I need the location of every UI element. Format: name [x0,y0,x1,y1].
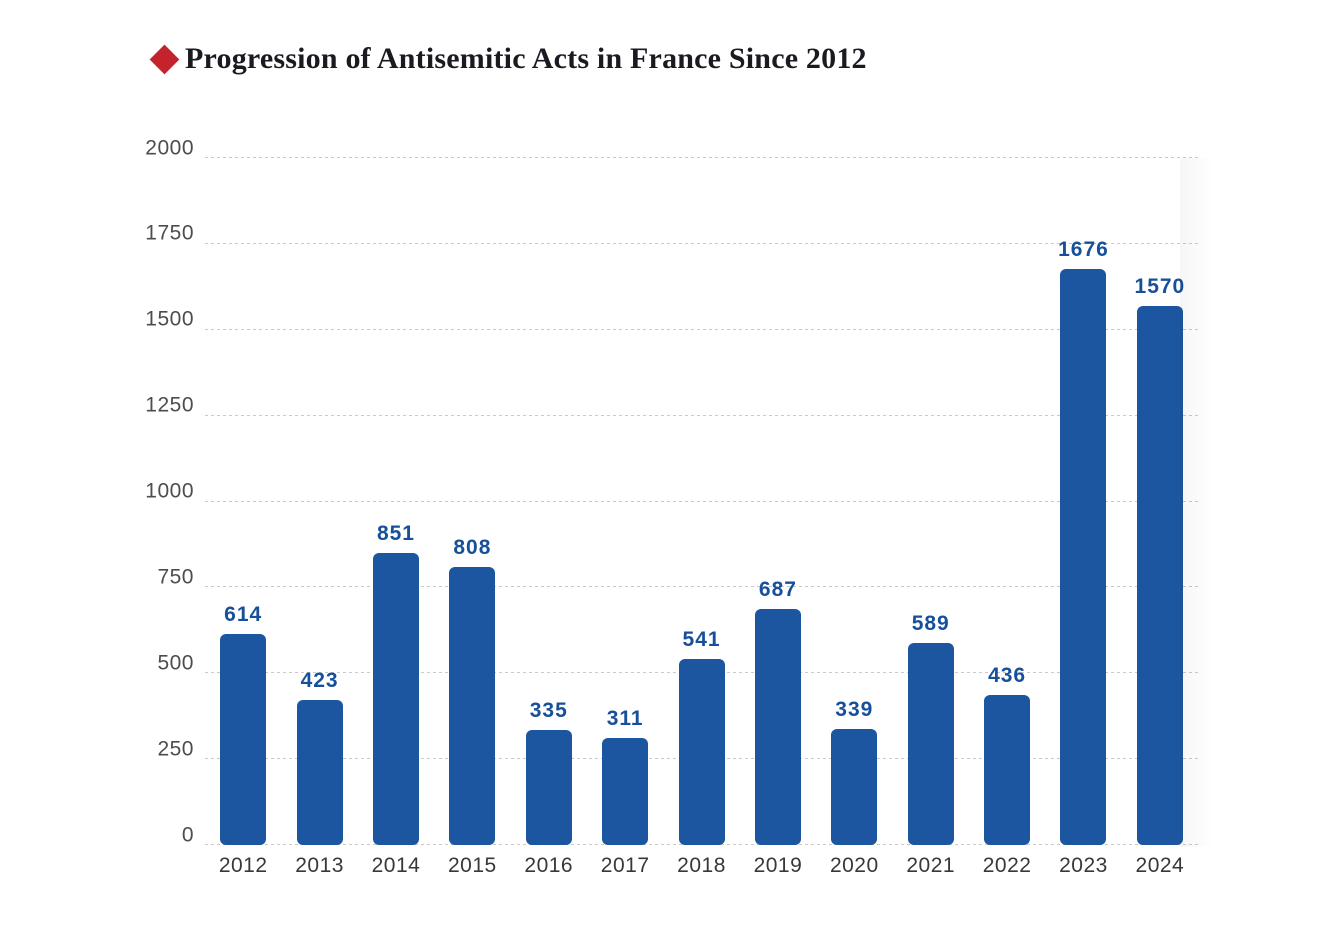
x-axis-tick-label: 2024 [1135,854,1185,877]
gridline [205,242,1198,244]
x-axis-tick-label: 2021 [906,854,956,877]
bar-column: 614 2012 [205,158,281,877]
bar-value-label: 1570 [1134,275,1186,298]
bar-value-label: 808 [453,536,492,559]
bar-column: 808 2015 [434,158,510,877]
y-axis-tick-label: 1000 [145,479,194,503]
bar-column: 589 2021 [893,158,969,877]
x-axis-tick-label: 2020 [829,854,879,877]
bar-column: 851 2014 [358,158,434,877]
bar-value-label: 614 [224,603,263,626]
gridline [205,586,1198,588]
bar [984,695,1031,845]
bar-value-label: 436 [988,664,1027,687]
bar [754,609,801,845]
bar-value-label: 541 [682,628,721,651]
bar-value-label: 311 [606,707,644,730]
chart-header: Progression of Antisemitic Acts in Franc… [149,42,867,76]
x-axis-tick-label: 2014 [371,854,421,877]
bar-value-label: 423 [300,669,339,692]
gridline [205,414,1198,416]
x-axis-tick-label: 2012 [218,854,268,877]
y-axis-tick-label: 2000 [145,136,194,159]
bar-column: 687 2019 [740,158,816,877]
bar [1136,306,1183,845]
bar [525,730,572,845]
bar-column: 339 2020 [816,158,892,877]
bar-value-label: 687 [758,578,797,601]
x-axis-tick-label: 2022 [982,854,1032,877]
bar [296,700,343,845]
bar-value-label: 1676 [1058,238,1109,261]
bar-column: 423 2013 [281,158,357,877]
x-axis-tick-label: 2017 [600,854,650,877]
bar-column: 1676 2023 [1045,158,1121,877]
bar-value-label: 589 [911,612,950,635]
gridline [205,500,1198,502]
gridline [205,157,1198,158]
bars-layer: 614 2012 423 2013 851 2014 808 2015 335 2016 311 20… [205,158,1198,877]
diamond-bullet-icon [149,44,180,74]
bar-column: 335 2016 [511,158,587,877]
bar-value-label: 335 [529,699,568,722]
bar [678,659,725,845]
bar [831,729,878,845]
y-axis-tick-label: 0 [181,823,194,846]
bar [602,738,649,845]
gridline [205,328,1198,330]
y-axis-tick-label: 250 [157,737,194,761]
bar-column: 1570 2024 [1122,158,1198,877]
bar [372,553,419,845]
x-axis-tick-label: 2013 [295,854,344,877]
x-axis-tick-label: 2016 [524,854,574,877]
x-axis-tick-label: 2018 [677,854,726,877]
bar-column: 541 2018 [663,158,739,877]
bar-column: 311 2017 [587,158,663,877]
y-axis-tick-label: 500 [157,651,194,675]
bar-value-label: 339 [835,698,874,721]
y-axis-tick-label: 1750 [145,221,194,245]
bar [907,643,954,845]
chart-title: Progression of Antisemitic Acts in Franc… [185,42,867,75]
x-axis-tick-label: 2015 [448,854,497,877]
y-axis-tick-label: 750 [157,565,194,589]
bar [220,634,267,845]
bar-value-label: 851 [376,522,415,545]
y-axis-tick-label: 1500 [145,307,194,331]
plot-area: 0 250 500 750 1000 1250 1500 1750 2000 614 2012 42… [145,137,1214,877]
bar [449,567,496,845]
y-axis-tick-label: 1250 [145,393,194,417]
bar [1060,269,1107,845]
bar-column: 436 2022 [969,158,1045,877]
x-axis-tick-label: 2019 [753,854,803,877]
x-axis-tick-label: 2023 [1059,854,1108,877]
